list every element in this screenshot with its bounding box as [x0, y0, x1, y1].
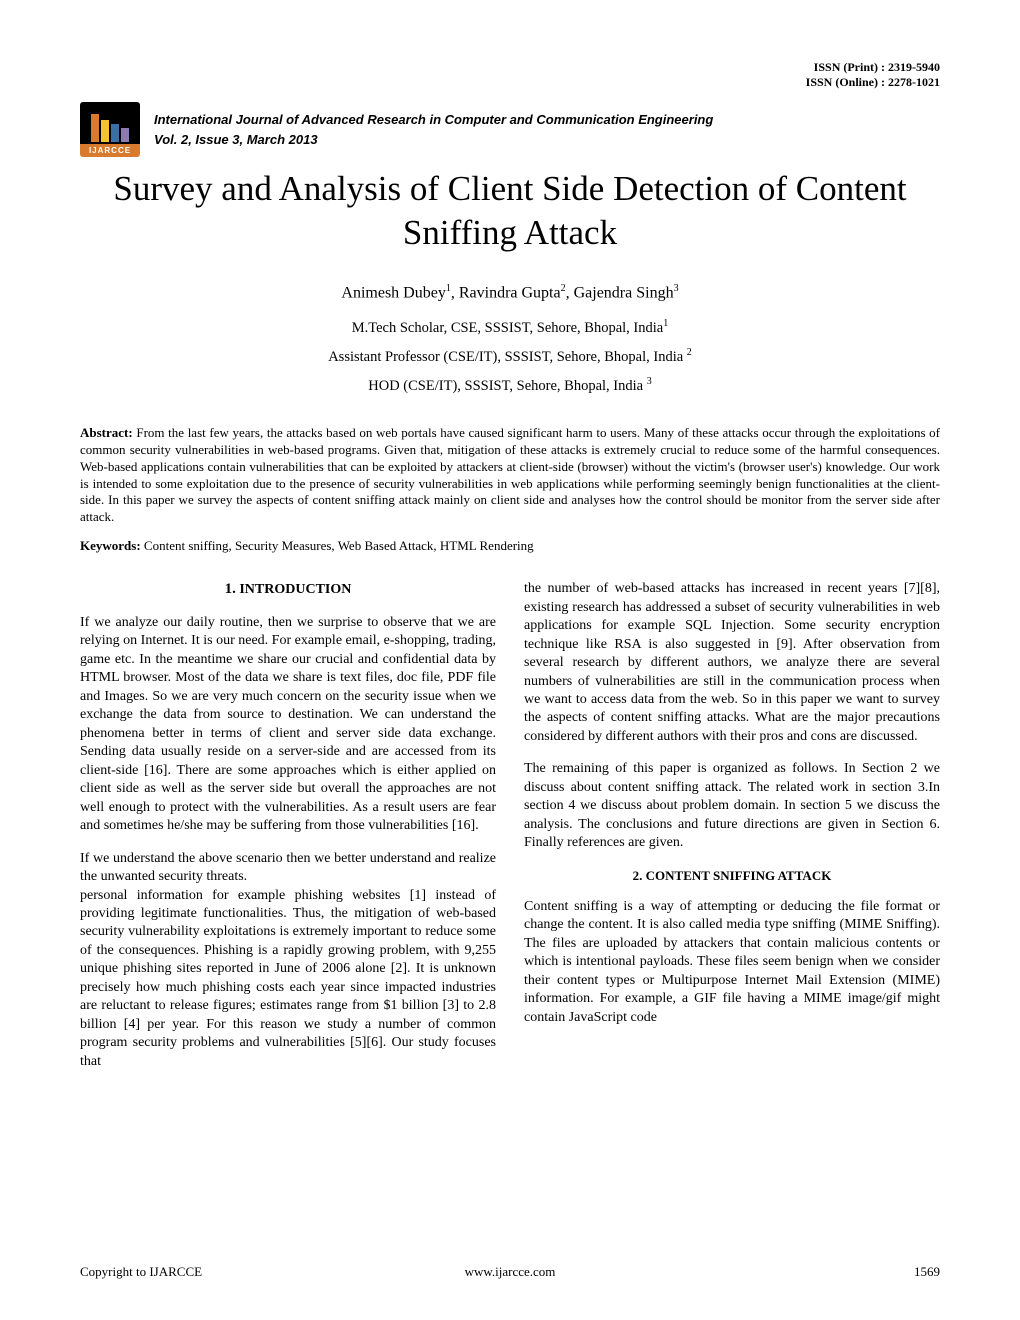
section-1-p1: If we analyze our daily routine, then we… — [80, 614, 496, 836]
author-3: Gajendra Singh — [574, 284, 674, 301]
abstract-label: Abstract: — [80, 425, 136, 440]
logo-icon — [80, 102, 140, 144]
keywords: Keywords: Content sniffing, Security Mea… — [80, 538, 940, 554]
footer-url: www.ijarcce.com — [465, 1264, 556, 1280]
author-1: Animesh Dubey — [341, 284, 445, 301]
abstract: Abstract: From the last few years, the a… — [80, 425, 940, 526]
section-1-p4: the number of web-based attacks has incr… — [524, 580, 940, 746]
section-2-heading: 2. CONTENT SNIFFING ATTACK — [524, 867, 940, 884]
section-1-p2: If we understand the above scenario then… — [80, 850, 496, 887]
paper-title: Survey and Analysis of Client Side Detec… — [80, 167, 940, 255]
affiliation-3: HOD (CSE/IT), SSSIST, Sehore, Bhopal, In… — [80, 372, 940, 401]
footer-page-number: 1569 — [914, 1264, 940, 1280]
left-column: 1. INTRODUCTION If we analyze our daily … — [80, 580, 496, 1071]
section-2-p1: Content sniffing is a way of attempting … — [524, 898, 940, 1027]
footer-copyright: Copyright to IJARCCE — [80, 1264, 202, 1280]
header-row: IJARCCE International Journal of Advance… — [80, 102, 940, 157]
journal-info: International Journal of Advanced Resear… — [154, 110, 713, 149]
keywords-text: Content sniffing, Security Measures, Web… — [144, 538, 534, 553]
keywords-label: Keywords: — [80, 538, 144, 553]
journal-name: International Journal of Advanced Resear… — [154, 110, 713, 130]
journal-volume: Vol. 2, Issue 3, March 2013 — [154, 130, 713, 150]
affiliations: M.Tech Scholar, CSE, SSSIST, Sehore, Bho… — [80, 314, 940, 401]
section-1-p5: The remaining of this paper is organized… — [524, 760, 940, 852]
issn-block: ISSN (Print) : 2319-5940 ISSN (Online) :… — [80, 60, 940, 90]
logo-text: IJARCCE — [80, 144, 140, 157]
issn-print: ISSN (Print) : 2319-5940 — [80, 60, 940, 75]
page-footer: Copyright to IJARCCE www.ijarcce.com 156… — [80, 1264, 940, 1280]
author-list: Animesh Dubey1, Ravindra Gupta2, Gajendr… — [80, 283, 940, 302]
author-2: Ravindra Gupta — [459, 284, 561, 301]
section-1-heading: 1. INTRODUCTION — [80, 580, 496, 600]
abstract-text: From the last few years, the attacks bas… — [80, 425, 940, 524]
affiliation-1: M.Tech Scholar, CSE, SSSIST, Sehore, Bho… — [80, 314, 940, 343]
journal-logo: IJARCCE — [80, 102, 140, 157]
affiliation-2: Assistant Professor (CSE/IT), SSSIST, Se… — [80, 343, 940, 372]
right-column: the number of web-based attacks has incr… — [524, 580, 940, 1071]
section-1-p3: personal information for example phishin… — [80, 887, 496, 1072]
issn-online: ISSN (Online) : 2278-1021 — [80, 75, 940, 90]
body-columns: 1. INTRODUCTION If we analyze our daily … — [80, 580, 940, 1071]
